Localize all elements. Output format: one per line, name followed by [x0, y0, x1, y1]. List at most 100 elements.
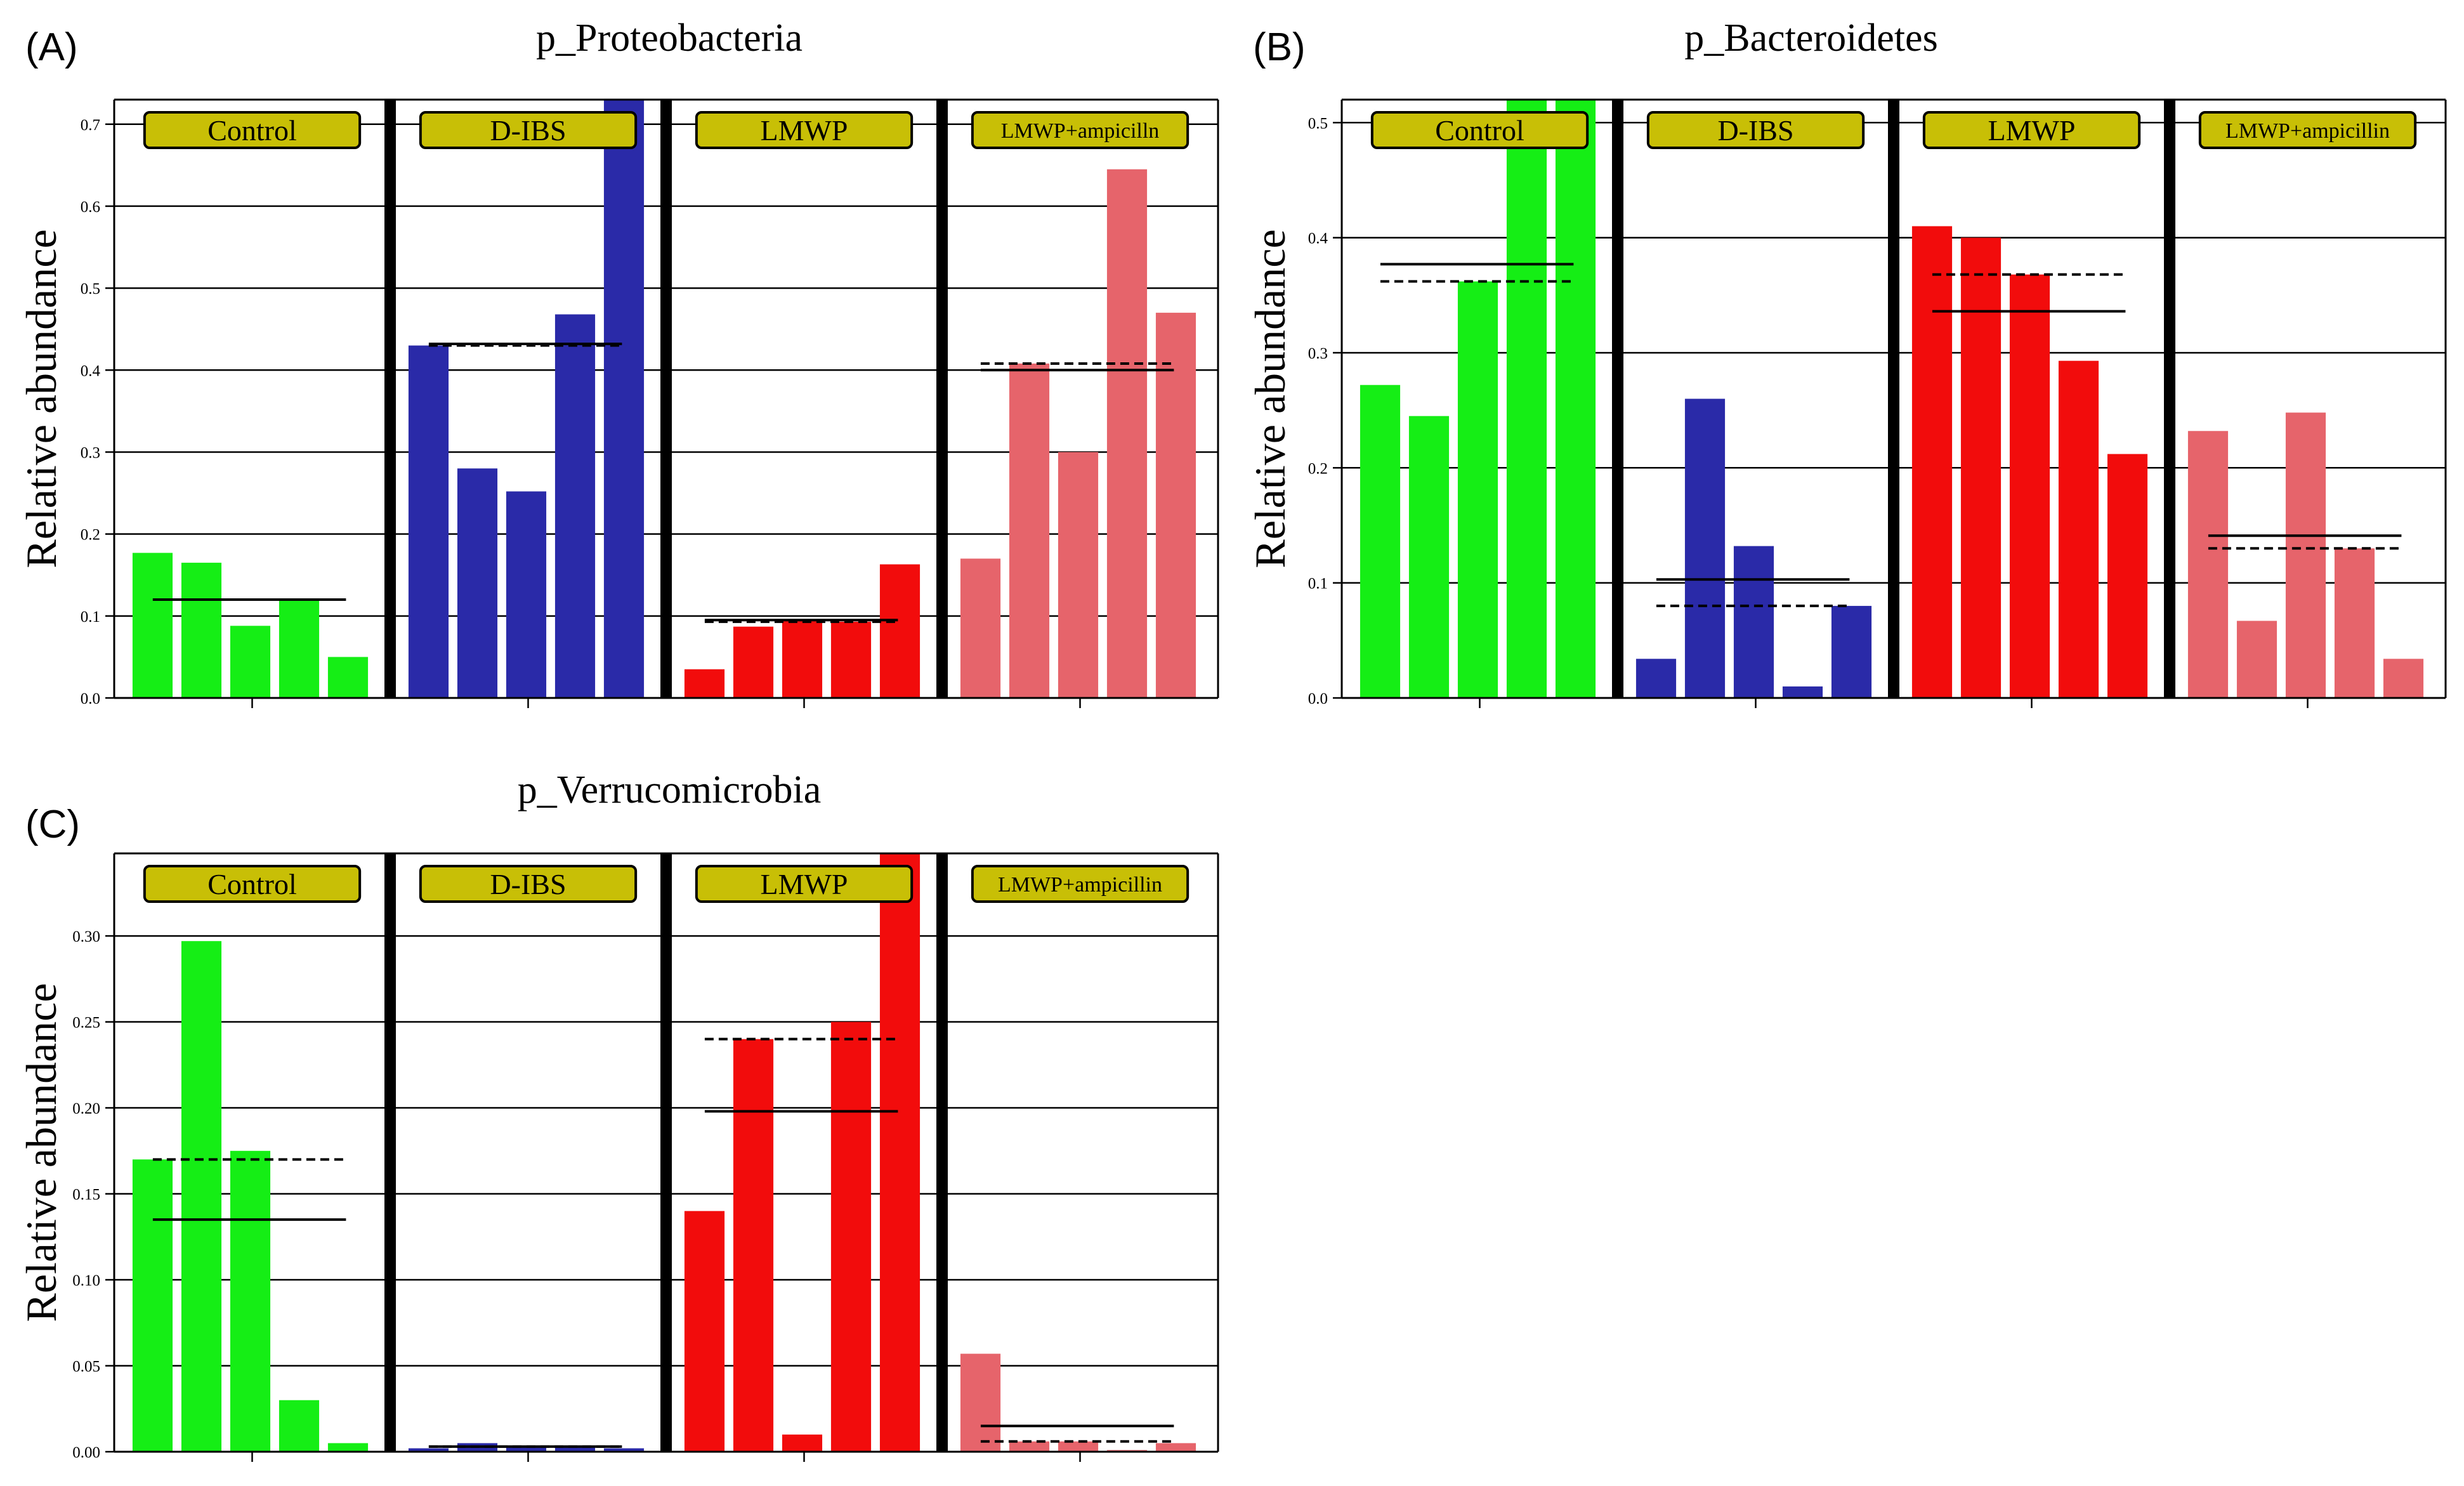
bar-control — [1555, 100, 1596, 698]
bar-lmwp-ampicilln — [1106, 169, 1148, 698]
group-label-box — [143, 865, 362, 903]
group-label-box — [419, 865, 638, 903]
y-tick-label: 0.30 — [72, 928, 100, 945]
panel-label: (A) — [25, 25, 78, 69]
chart-title: p_Proteobacteria — [536, 16, 803, 60]
bar-d-ibs — [554, 314, 596, 699]
y-tick-label: 0.3 — [81, 444, 100, 461]
y-axis-label: Relative abundance — [1246, 229, 1294, 568]
bar-d-ibs — [506, 491, 547, 698]
bar-lmwp — [1911, 226, 1953, 698]
group-separator — [1612, 100, 1623, 698]
bar-lmwp — [684, 669, 725, 698]
bar-control — [132, 553, 173, 698]
bar-control — [327, 657, 369, 698]
bar-control — [1360, 385, 1401, 698]
bar-d-ibs — [1782, 686, 1823, 698]
bar-lmwp-ampicillin — [2187, 431, 2229, 698]
bar-d-ibs — [408, 1448, 449, 1452]
y-tick-label: 0.6 — [81, 199, 100, 216]
bar-lmwp — [2107, 454, 2148, 698]
bar-lmwp-ampicillin — [1155, 1443, 1196, 1452]
group-separator — [384, 853, 396, 1452]
group-label: LMWP — [1988, 114, 2076, 147]
y-tick-label: 0.00 — [72, 1444, 100, 1461]
bar-d-ibs — [1635, 659, 1677, 698]
y-tick-label: 0.4 — [81, 362, 101, 379]
group-label: LMWP+ampicillin — [998, 873, 1162, 897]
bar-lmwp — [830, 621, 872, 698]
bar-d-ibs — [408, 345, 449, 698]
bar-lmwp — [684, 1211, 725, 1452]
chart-title: p_Verrucomicrobia — [518, 768, 822, 812]
group-label-box — [143, 111, 362, 149]
y-tick-label: 0.4 — [1308, 230, 1328, 247]
y-tick-label: 0.05 — [72, 1358, 100, 1376]
group-label: D-IBS — [490, 868, 566, 900]
group-label: LMWP+ampicillin — [2225, 119, 2390, 143]
y-tick-label: 0.2 — [81, 527, 100, 544]
y-tick-label: 0.3 — [1308, 345, 1328, 362]
group-label: Control — [207, 868, 297, 900]
bar-lmwp — [879, 853, 921, 1452]
bar-lmwp — [879, 564, 921, 698]
group-label-box — [2198, 111, 2417, 149]
group-separator — [384, 100, 396, 698]
bar-control — [230, 626, 271, 698]
bar-d-ibs — [506, 1446, 547, 1452]
group-label-box — [971, 111, 1189, 149]
group-label-box — [695, 865, 914, 903]
bar-lmwp — [782, 1434, 823, 1452]
y-axis-label: Relative abundance — [17, 983, 65, 1322]
chart-panel-2: (B) p_Bacteroidetes Relative abundance 0.0 0… — [1246, 16, 2447, 708]
bar-lmwp-ampicillin — [2383, 659, 2424, 698]
y-tick-label: 0.10 — [72, 1272, 100, 1289]
bar-control — [181, 562, 222, 698]
bar-lmwp-ampicillin — [1009, 1441, 1050, 1452]
y-tick-label: 0.5 — [1308, 115, 1328, 132]
y-tick-label: 0.5 — [81, 280, 100, 298]
bar-lmwp-ampicilln — [1155, 312, 1196, 698]
y-tick-label: 0.1 — [81, 608, 100, 626]
chart-title: p_Bacteroidetes — [1684, 16, 1937, 60]
group-label-box — [419, 111, 638, 149]
group-label-box — [695, 111, 914, 149]
bar-control — [181, 941, 222, 1452]
bar-lmwp-ampicillin — [960, 1353, 1001, 1452]
bar-control — [230, 1150, 271, 1452]
bar-lmwp — [2058, 360, 2099, 698]
bar-lmwp-ampicillin — [2334, 548, 2375, 698]
group-label-box — [1370, 111, 1589, 149]
bar-lmwp-ampicillin — [2236, 621, 2277, 698]
y-tick-label: 0.1 — [1308, 575, 1328, 593]
bar-control — [279, 599, 320, 698]
bar-control — [327, 1443, 369, 1452]
bar-lmwp — [733, 1039, 774, 1452]
group-label: D-IBS — [490, 114, 566, 147]
group-separator — [2164, 100, 2175, 698]
group-label: Control — [1435, 114, 1524, 147]
group-label: LMWP — [761, 868, 848, 900]
y-axis-label: Relative abundance — [17, 229, 65, 568]
bar-lmwp — [1960, 237, 2002, 699]
bar-d-ibs — [1684, 398, 1726, 698]
bar-lmwp — [2009, 274, 2050, 699]
y-tick-label: 0.0 — [81, 690, 100, 707]
y-tick-label: 0.7 — [81, 117, 100, 134]
bar-lmwp — [782, 620, 823, 698]
group-separator — [936, 853, 948, 1452]
bar-lmwp-ampicilln — [960, 558, 1001, 698]
bar-lmwp-ampicilln — [1058, 452, 1099, 698]
bar-control — [132, 1159, 173, 1452]
y-tick-label: 0.15 — [72, 1187, 100, 1204]
y-tick-label: 0.20 — [72, 1100, 100, 1117]
panel-label: (B) — [1253, 25, 1306, 69]
y-tick-label: 0.25 — [72, 1015, 100, 1032]
bar-d-ibs — [603, 1448, 645, 1452]
bar-control — [1408, 416, 1450, 698]
bar-d-ibs — [554, 1446, 596, 1452]
y-tick-label: 0.2 — [1308, 460, 1328, 477]
bar-lmwp — [733, 626, 774, 698]
y-tick-label: 0.0 — [1308, 690, 1328, 707]
